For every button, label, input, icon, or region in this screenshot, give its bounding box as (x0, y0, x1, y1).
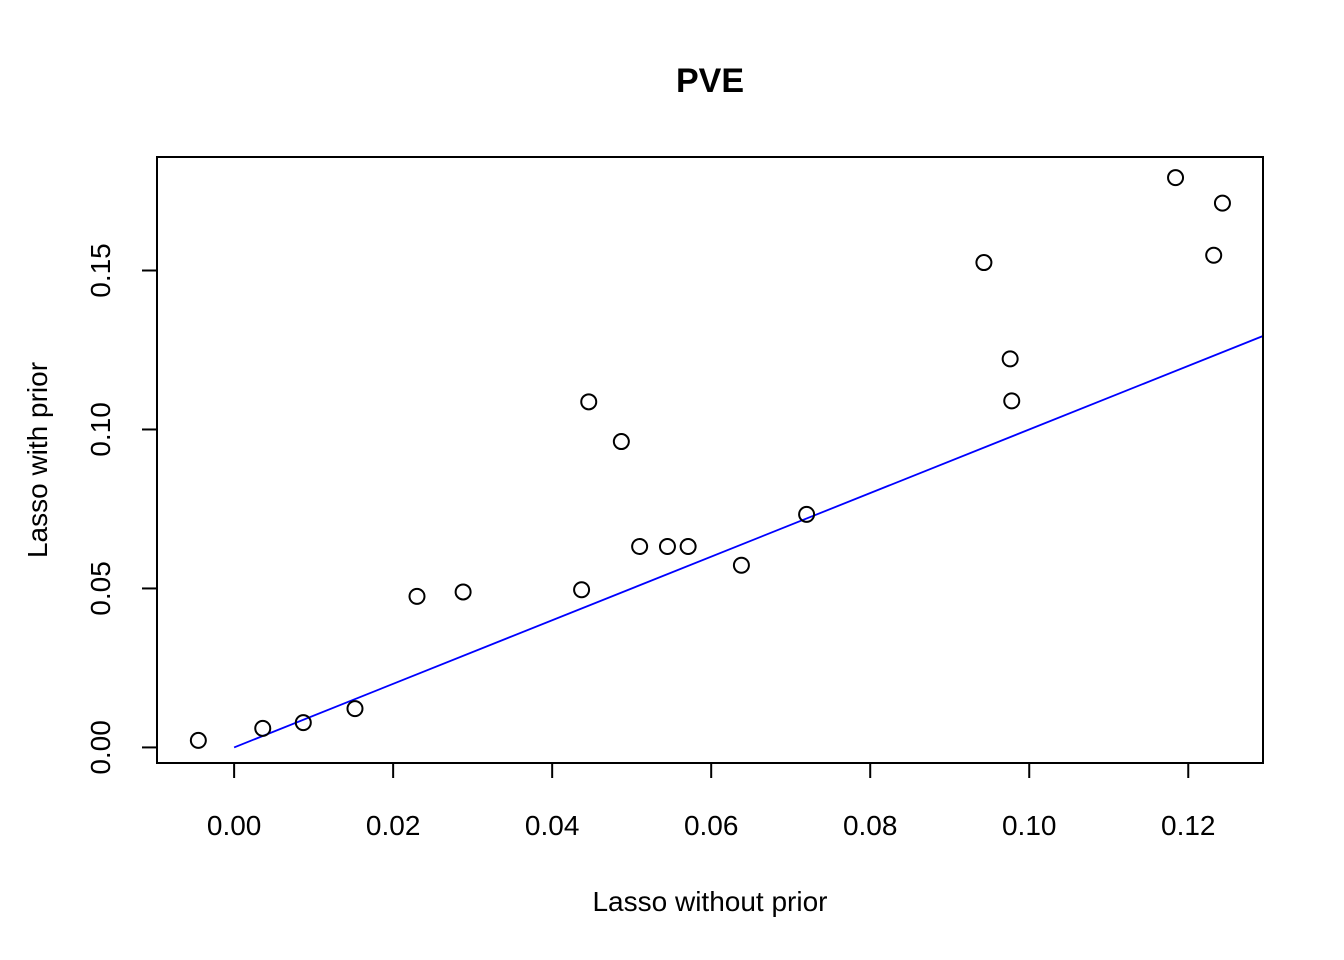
reference-line (233, 335, 1264, 749)
data-point (346, 700, 364, 718)
data-point (798, 505, 816, 523)
data-point (732, 556, 750, 574)
x-axis: 0.00 0.02 0.04 0.06 0.08 0.10 0.12 (207, 762, 1216, 841)
x-tick-label: 0.02 (366, 810, 421, 841)
x-tick-label: 0.00 (207, 810, 262, 841)
x-tick-label: 0.12 (1161, 810, 1216, 841)
data-point (1001, 350, 1019, 368)
y-tick-label: 0.00 (85, 720, 116, 775)
data-point (580, 393, 598, 411)
data-point (254, 719, 272, 737)
y-axis-label: Lasso with prior (22, 362, 53, 558)
plot-region (156, 156, 1264, 764)
x-axis-label: Lasso without prior (592, 886, 827, 917)
y-axis: 0.00 0.05 0.10 0.15 (85, 243, 158, 775)
data-point (1003, 392, 1021, 410)
y-tick-label: 0.10 (85, 402, 116, 457)
data-point (294, 714, 312, 732)
data-point (1205, 246, 1223, 264)
plot-border (156, 156, 1264, 764)
chart-title: PVE (676, 62, 744, 100)
data-point (975, 254, 993, 272)
x-tick-label: 0.08 (843, 810, 898, 841)
data-point (1167, 169, 1185, 187)
data-point (408, 587, 426, 605)
x-tick-label: 0.04 (525, 810, 580, 841)
data-point (658, 537, 676, 555)
data-point (189, 731, 207, 749)
x-tick-label: 0.10 (1002, 810, 1057, 841)
data-point (679, 537, 697, 555)
data-point (454, 583, 472, 601)
x-tick-label: 0.06 (684, 810, 739, 841)
data-point (1213, 194, 1231, 212)
data-point (631, 537, 649, 555)
y-tick-label: 0.05 (85, 561, 116, 616)
data-point (573, 581, 591, 599)
y-tick-label: 0.15 (85, 243, 116, 298)
data-point (612, 433, 630, 451)
